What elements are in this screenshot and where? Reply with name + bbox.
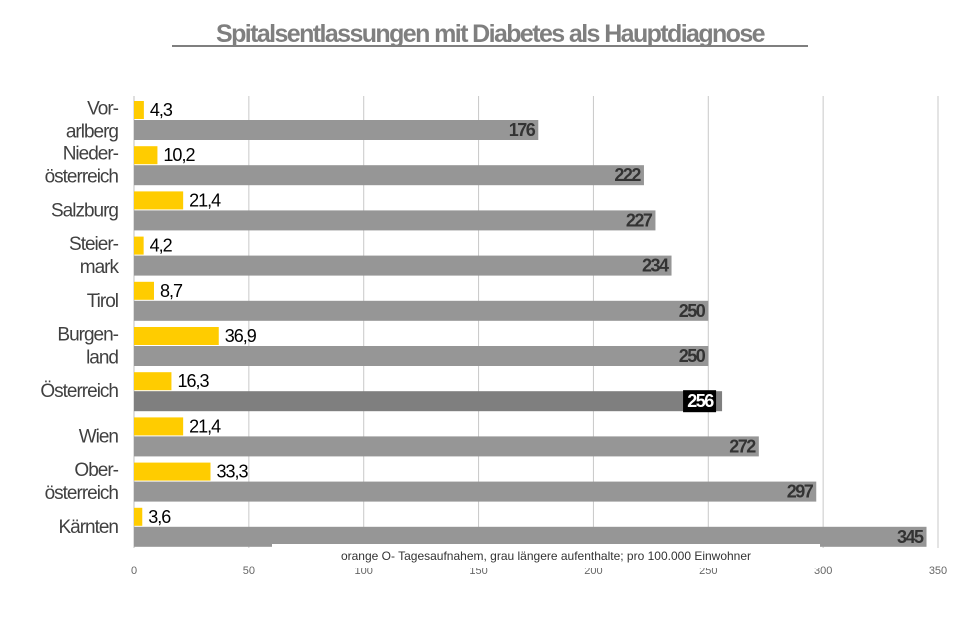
- data-label-long-stay: 256: [687, 391, 714, 411]
- category-label: mark: [80, 257, 120, 278]
- bar-long-stay: [134, 436, 759, 457]
- bar-short-stay: [134, 372, 172, 391]
- bar-long-stay: [134, 526, 927, 547]
- category-label: österreich: [45, 483, 119, 504]
- category-label: arlberg: [66, 122, 119, 143]
- category-label: Tirol: [87, 291, 118, 312]
- category-label: Wien: [79, 426, 119, 447]
- data-label-short-stay: 8,7: [160, 281, 183, 301]
- bar-short-stay: [134, 101, 144, 119]
- data-label-long-stay: 297: [787, 482, 814, 502]
- category-label: österreich: [45, 167, 119, 188]
- note: orange O- Tagesaufnahem, grau längere au…: [272, 544, 820, 568]
- category-label: Kärnten: [58, 517, 118, 538]
- bar-short-stay: [134, 327, 219, 345]
- bar-long-stay: [134, 255, 672, 276]
- data-label-short-stay: 36,9: [225, 326, 257, 346]
- bar-short-stay: [134, 146, 158, 165]
- data-label-short-stay: 16,3: [177, 371, 209, 391]
- data-label-long-stay: 227: [626, 210, 653, 230]
- bars: [134, 101, 927, 547]
- data-label-short-stay: 4,2: [150, 236, 173, 256]
- data-label-short-stay: 3,6: [148, 507, 171, 527]
- note-background: [272, 544, 820, 568]
- data-label-long-stay: 250: [679, 346, 706, 366]
- bar-long-stay: [134, 120, 539, 140]
- category-label: Steier-: [69, 234, 119, 255]
- chart-note: orange O- Tagesaufnahem, grau längere au…: [341, 549, 751, 563]
- data-label-short-stay: 21,4: [189, 416, 221, 436]
- bar-short-stay: [134, 417, 184, 436]
- bar-short-stay: [134, 507, 143, 526]
- x-tick-label: 50: [243, 565, 255, 577]
- chart-title: Spitalsentlassungen mit Diabetes als Hau…: [216, 20, 766, 48]
- labels: 4,3 176 Vor-arlberg 10,2 222 Nieder-österreic…: [40, 99, 925, 547]
- bar-long-stay: [134, 300, 709, 321]
- category-label: Burgen-: [57, 325, 118, 346]
- data-label-short-stay: 4,3: [150, 100, 173, 120]
- bar-long-stay: [134, 346, 709, 366]
- bar-long-stay: [134, 391, 723, 412]
- grid: [133, 96, 939, 548]
- category-label: Nieder-: [63, 144, 119, 165]
- data-label-long-stay: 250: [679, 301, 706, 321]
- data-label-long-stay: 176: [509, 120, 536, 140]
- bar-short-stay: [134, 236, 144, 255]
- data-label-short-stay: 33,3: [216, 462, 248, 482]
- bar-long-stay: [134, 210, 656, 231]
- x-tick-label: 0: [131, 565, 137, 577]
- bar-short-stay: [134, 191, 184, 210]
- data-label-long-stay: 272: [729, 436, 756, 456]
- category-label: Österreich: [40, 381, 118, 402]
- data-label-long-stay: 234: [642, 256, 669, 276]
- data-label-short-stay: 10,2: [163, 145, 195, 165]
- data-label-long-stay: 345: [897, 527, 924, 547]
- bar-long-stay: [134, 481, 817, 502]
- highlight-label-box: [683, 390, 717, 413]
- bar-short-stay: [134, 281, 154, 300]
- data-label-short-stay: 21,4: [189, 190, 221, 210]
- bar-short-stay: [134, 462, 211, 481]
- category-label: Ober-: [74, 460, 118, 481]
- category-label: Vor-: [87, 99, 119, 120]
- data-label-long-stay: 222: [614, 165, 641, 185]
- bar-long-stay: [134, 165, 644, 186]
- category-label: Salzburg: [51, 200, 118, 221]
- x-tick-label: 350: [929, 565, 947, 577]
- category-label: land: [86, 348, 118, 369]
